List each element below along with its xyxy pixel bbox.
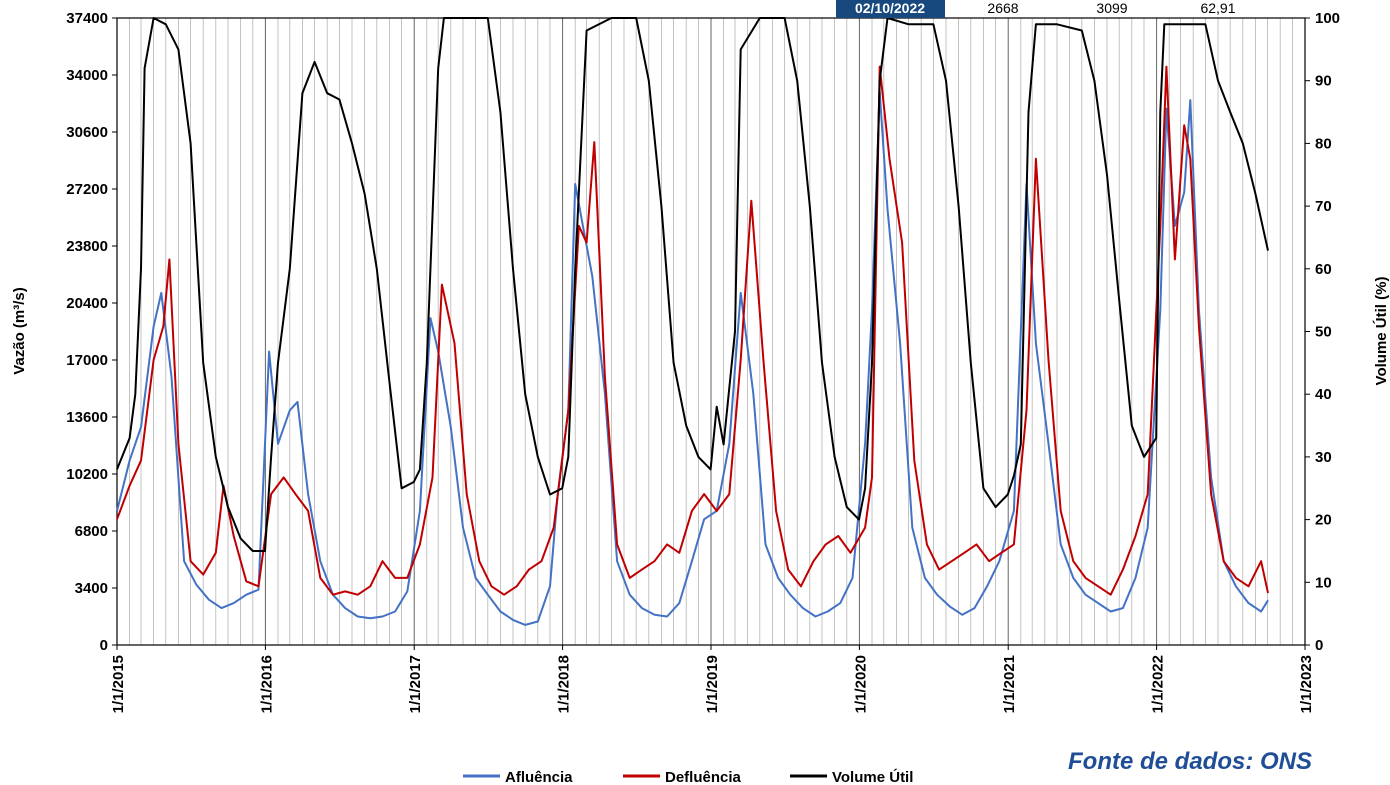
y-tick-label: 34000 xyxy=(66,67,108,84)
y-tick-label: 6800 xyxy=(75,523,108,540)
x-tick-label: 1/1/2023 xyxy=(1298,655,1315,713)
x-tick-label: 1/1/2018 xyxy=(556,655,573,713)
x-axis: 1/1/2015 1/1/2016 1/1/2017 1/1/2018 1/1/2019… xyxy=(110,645,1315,713)
x-tick-label: 1/1/2017 xyxy=(407,655,424,713)
y-axis-left: 0 3400 6800 10200 13600 17000 20400 23800 27200 3… xyxy=(66,10,117,654)
y2-tick-label: 60 xyxy=(1315,261,1332,278)
y2-tick-label: 10 xyxy=(1315,574,1332,591)
y2-tick-label: 40 xyxy=(1315,386,1332,403)
y-tick-label: 30600 xyxy=(66,124,108,141)
header-value-defluencia: 3099 xyxy=(1096,0,1127,16)
y2-tick-label: 50 xyxy=(1315,324,1332,341)
y-axis-right: 0 10 20 30 40 50 60 70 80 90 100 xyxy=(1305,10,1340,654)
header-date: 02/10/2022 xyxy=(855,0,925,16)
legend-label-defluencia: Defluência xyxy=(665,769,742,785)
y2-axis-title: Volume Útil (%) xyxy=(1372,277,1390,386)
series-line-defluencia xyxy=(116,65,1269,596)
y-tick-label: 3400 xyxy=(75,580,108,597)
y-tick-label: 17000 xyxy=(66,352,108,369)
y-tick-label: 20400 xyxy=(66,295,108,312)
vertical-gridlines xyxy=(116,18,1293,645)
header-value-afluencia: 2668 xyxy=(987,0,1018,16)
y-tick-label: 10200 xyxy=(66,466,108,483)
y2-tick-label: 80 xyxy=(1315,135,1332,152)
x-tick-label: 1/1/2016 xyxy=(258,655,275,713)
x-tick-label: 1/1/2020 xyxy=(852,655,869,713)
y-tick-label: 27200 xyxy=(66,181,108,198)
legend-label-afluencia: Afluência xyxy=(505,769,573,785)
x-tick-label: 1/1/2015 xyxy=(110,655,127,713)
y-tick-label: 13600 xyxy=(66,409,108,426)
series-line-afluencia xyxy=(116,90,1269,626)
y2-tick-label: 90 xyxy=(1315,73,1332,90)
y2-tick-label: 0 xyxy=(1315,637,1323,654)
x-tick-label: 1/1/2022 xyxy=(1150,655,1167,713)
y2-tick-label: 30 xyxy=(1315,449,1332,466)
y2-tick-label: 70 xyxy=(1315,198,1332,215)
header-value-volume: 62,91 xyxy=(1200,0,1235,16)
data-source-label: Fonte de dados: ONS xyxy=(1068,748,1313,775)
y-axis-title: Vazão (m³/s) xyxy=(11,287,28,375)
y-tick-label: 37400 xyxy=(66,10,108,27)
y-tick-label: 23800 xyxy=(66,238,108,255)
y2-tick-label: 20 xyxy=(1315,512,1332,529)
series-layer xyxy=(116,17,1269,626)
x-tick-label: 1/1/2021 xyxy=(1001,655,1018,713)
legend-label-volume: Volume Útil xyxy=(832,768,913,785)
legend: Afluência Defluência Volume Útil xyxy=(463,768,913,785)
y2-tick-label: 100 xyxy=(1315,10,1340,27)
y-tick-label: 0 xyxy=(100,637,108,654)
series-line-volume-util xyxy=(116,17,1269,552)
x-tick-label: 1/1/2019 xyxy=(704,655,721,713)
header-values: 02/10/2022 2668 3099 62,91 xyxy=(836,0,1236,18)
header-date-bg xyxy=(836,0,945,18)
